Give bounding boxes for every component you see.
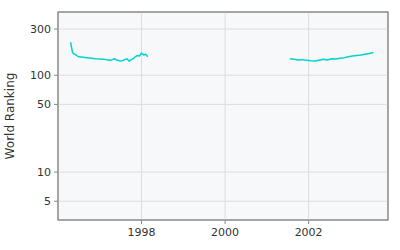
y-tick-label: 300 xyxy=(30,23,51,36)
y-tick xyxy=(54,75,58,76)
x-tick-label: 2002 xyxy=(295,226,323,239)
line-series xyxy=(290,52,374,61)
chart: 5 10 50 100 300 1998 2000 2002 World Ranking xyxy=(0,0,400,250)
series-group xyxy=(71,42,374,61)
y-grid-line xyxy=(58,201,388,202)
y-tick xyxy=(54,104,58,105)
plot-frame xyxy=(58,12,388,220)
y-tick-label: 5 xyxy=(44,195,51,208)
y-grid-line xyxy=(58,29,388,30)
plot-frame-outline xyxy=(58,12,388,220)
x-tick xyxy=(225,220,226,224)
x-grid-line xyxy=(225,12,226,220)
y-grid-line xyxy=(58,75,388,76)
x-tick xyxy=(141,220,142,224)
chart-container: 5 10 50 100 300 1998 2000 2002 World Ranking xyxy=(0,0,400,250)
x-grid-line xyxy=(308,12,309,220)
x-tick xyxy=(308,220,309,224)
x-grid-line xyxy=(141,12,142,220)
x-tick-label: 1998 xyxy=(128,226,156,239)
y-tick-label: 100 xyxy=(30,69,51,82)
y-axis-label: World Ranking xyxy=(3,73,17,160)
y-tick-label: 50 xyxy=(37,98,51,111)
y-tick-label: 10 xyxy=(37,166,51,179)
y-tick xyxy=(54,172,58,173)
y-tick xyxy=(54,201,58,202)
y-grid-line xyxy=(58,172,388,173)
line-series xyxy=(71,42,148,61)
y-grid-line xyxy=(58,104,388,105)
y-tick xyxy=(54,29,58,30)
x-tick-label: 2000 xyxy=(211,226,239,239)
